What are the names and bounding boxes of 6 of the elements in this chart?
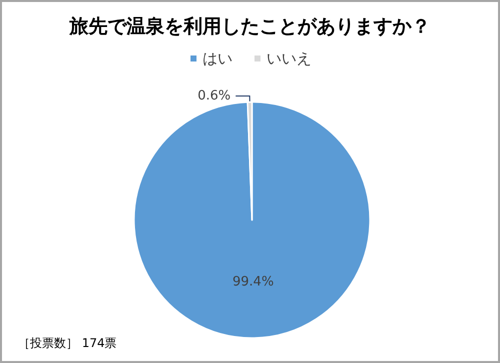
text: ［投票数］ 174票	[18, 336, 117, 350]
data-label: 99.4%	[232, 274, 274, 290]
data-label: 0.6%	[198, 88, 231, 104]
legend-label: いいえ	[266, 50, 312, 68]
legend-label: はい	[202, 50, 232, 68]
chart-title: 旅先で温泉を利用したことがありますか？	[68, 16, 430, 38]
